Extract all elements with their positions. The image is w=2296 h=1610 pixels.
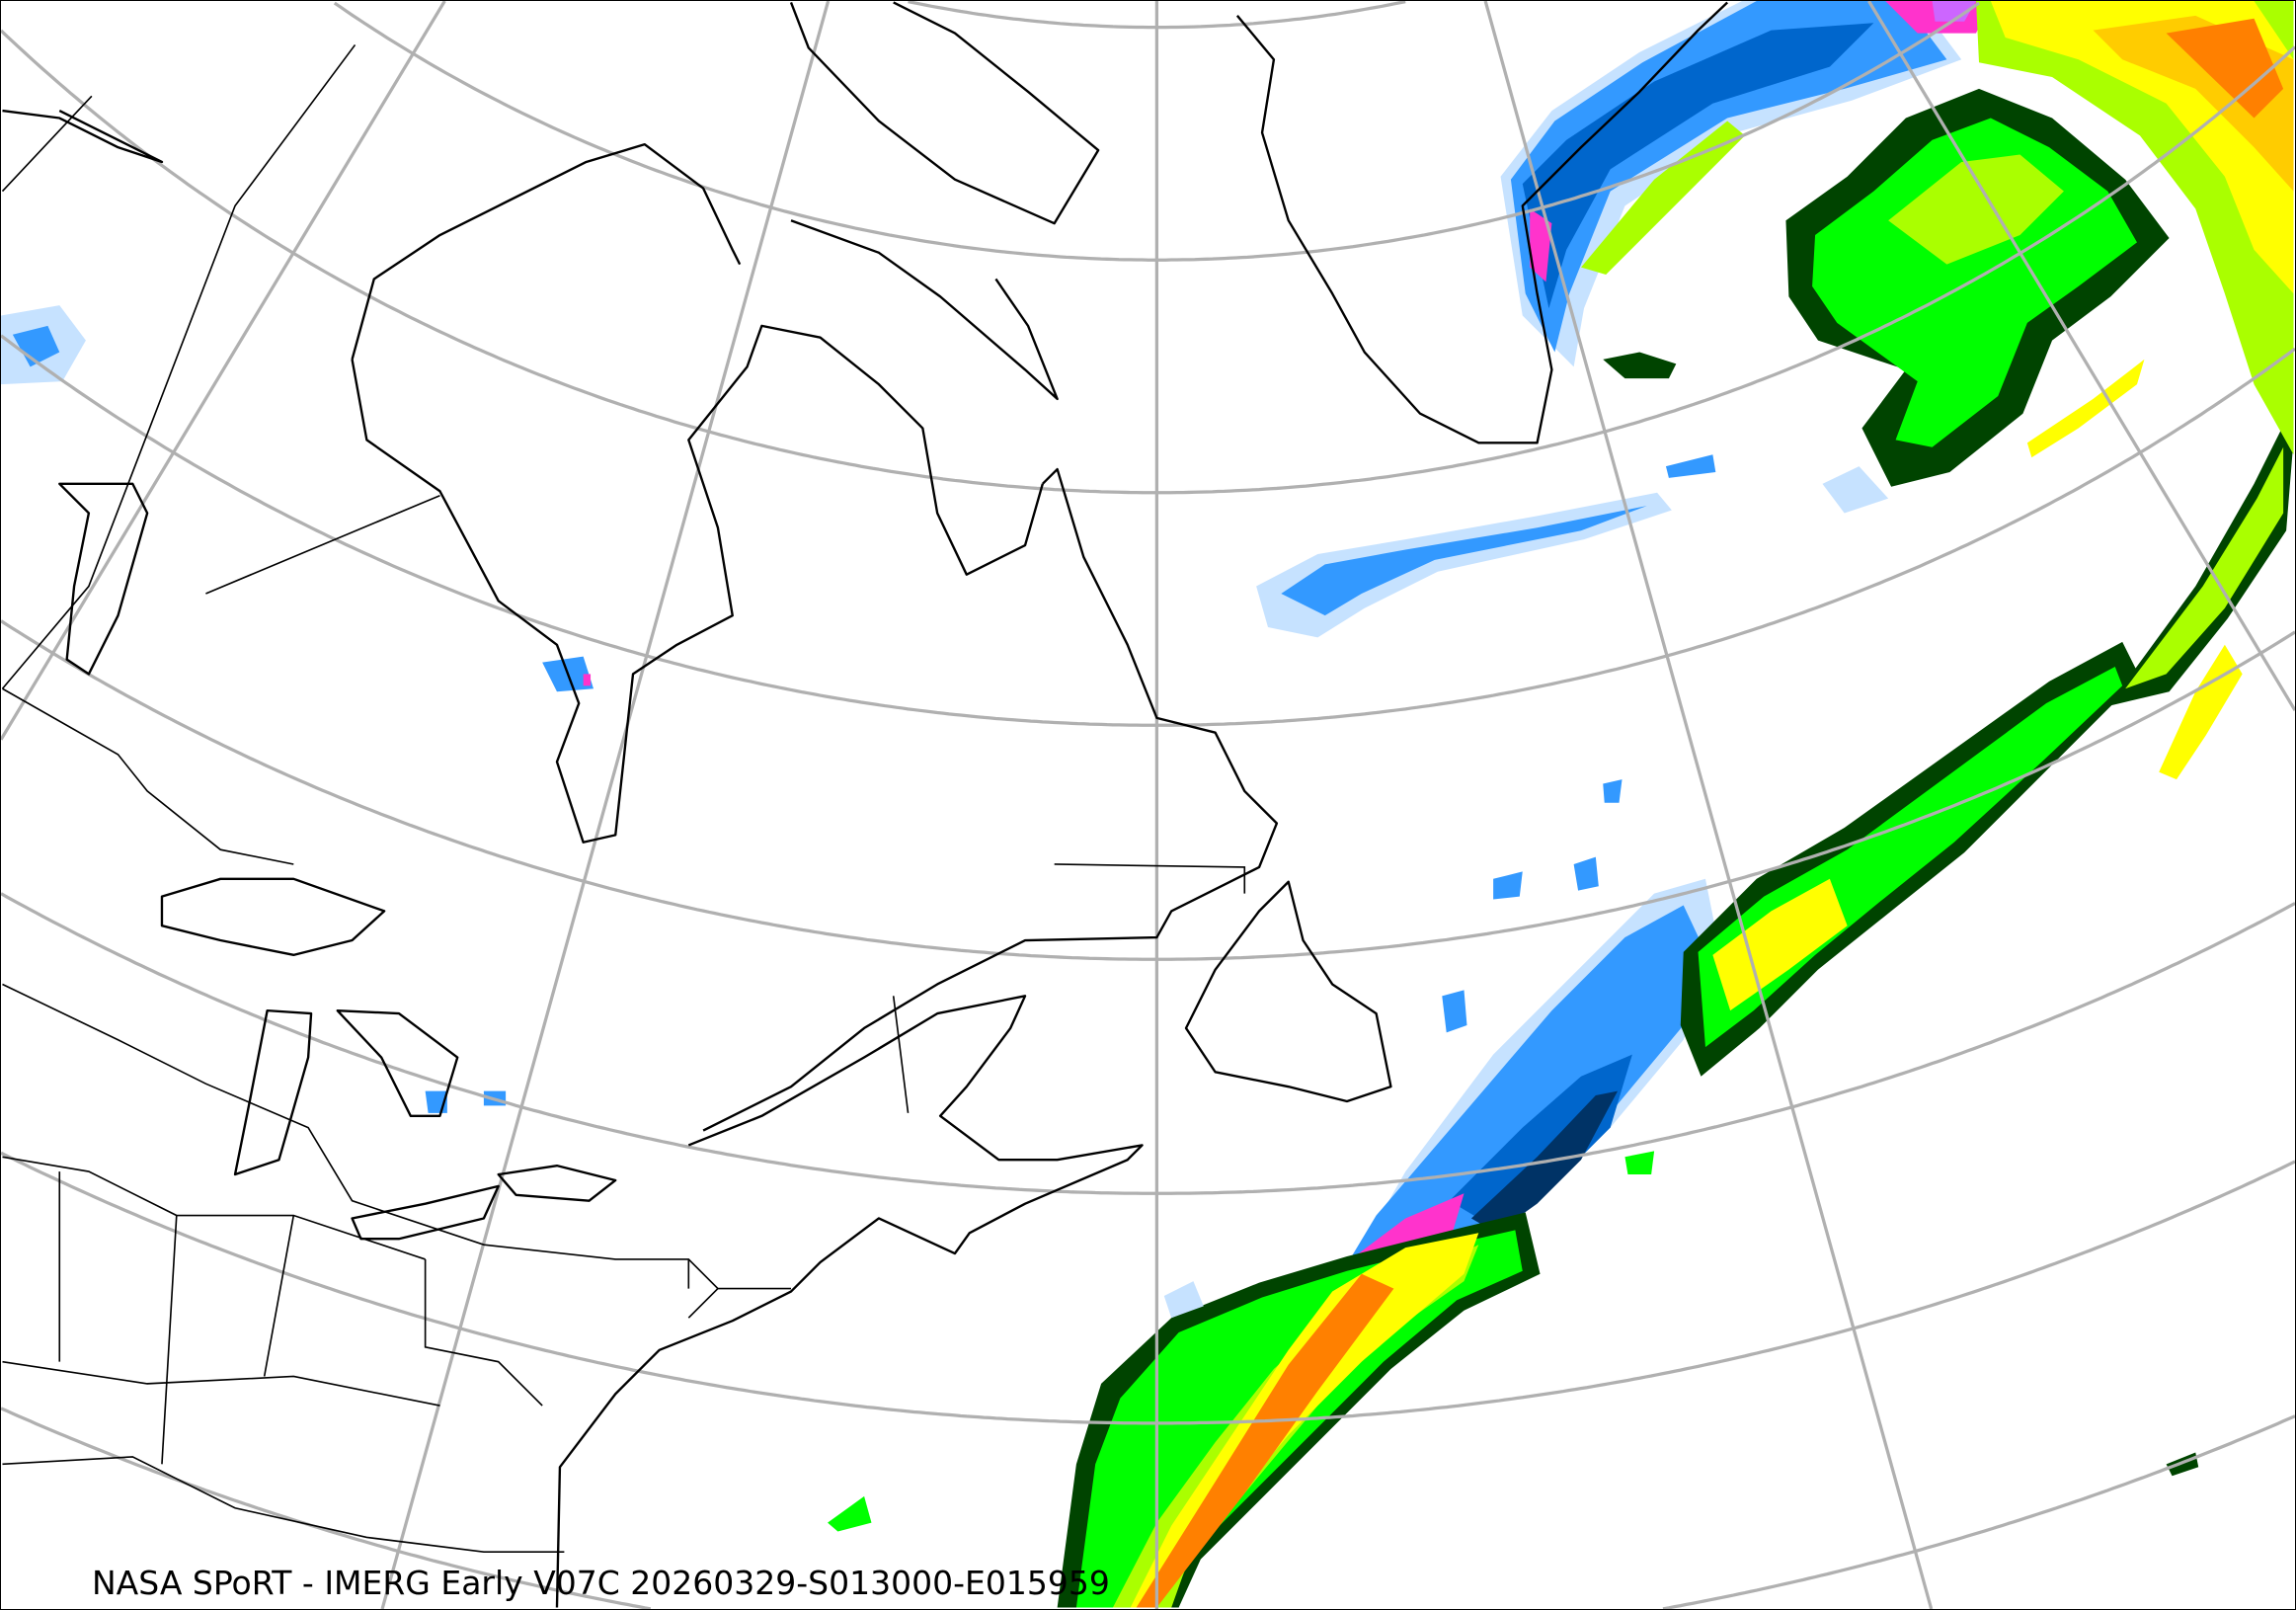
precip-yellow [2159,644,2243,780]
precip-bright-green [1698,667,2123,1048]
precip-bright-green [828,1495,872,1532]
precip-violet [1932,1,1977,22]
latitude-line [1,1151,2295,1425]
lake-erie [351,1184,500,1241]
precip-blue [12,325,60,367]
precip-orange [2166,18,2284,119]
canada-us-border [2,983,792,1290]
precip-yellow-green [1888,154,2064,265]
precip-magenta [1530,208,1552,282]
precip-magenta [583,674,592,686]
newfoundland-coast [1184,880,1392,1103]
lake-huron [336,1008,459,1117]
lake-ontario [497,1164,617,1202]
precip-medium-blue [1522,23,1874,309]
longitude-line [1,1,446,741]
precip-blue [1493,871,1523,900]
latitude-line [1,29,2295,495]
hudson-bay-coast [351,324,1044,844]
political-boundaries [1,43,1246,1554]
precip-blue [1603,779,1623,803]
province-boundary [1,43,440,689]
precip-blue [1349,905,1705,1259]
latitude-line [1,1407,652,1609]
precip-blue [1281,506,1647,616]
state-boundaries [2,687,1246,1554]
precip-orange [1136,1273,1394,1608]
greenland-coast [1235,1,1728,444]
baffin-island-coast [789,1,1100,225]
longitude-line [380,1,831,1609]
latitude-line [1662,1414,2295,1609]
longitude-line [1483,1,1934,1609]
labrador-coast [702,467,1279,1132]
latitude-line [1,334,2295,727]
coastlines [2,1,1728,1608]
precip-yellow [1712,878,1848,1011]
northwest-islands [2,109,164,676]
precip-blue [1442,990,1467,1033]
precip-dark-green [1603,352,1677,379]
lake-michigan [233,1008,313,1176]
precip-very-light-blue [1163,1281,1204,1319]
precip-bright-green [1812,118,2137,447]
precip-dark-green [2107,425,2294,707]
precip-blue [1573,856,1599,891]
latitude-line [1,892,2295,1195]
lake-superior [160,877,386,957]
precip-yellow-green [1581,121,1745,276]
hudson-bay-north-coast [351,142,742,361]
map-caption: NASA SPoRT - IMERG Early V07C 20260329-S… [92,1564,1110,1602]
precip-bright-green [1624,1151,1655,1175]
northeast-us-coast [555,995,1144,1608]
precip-yellow [2026,359,2145,458]
precip-blue [1665,454,1716,478]
precip-magenta [1346,1193,1465,1262]
baffin-south-coast [790,219,1059,401]
longitude-line [1867,1,2295,711]
precip-medium-blue [1449,1054,1632,1228]
precip-very-light-blue [1822,466,1889,514]
latitude-line [1,619,2295,961]
